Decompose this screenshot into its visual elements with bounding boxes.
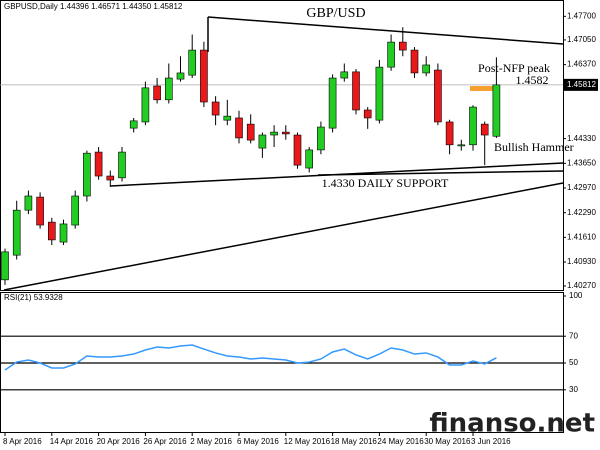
- y-tick-label: 50: [569, 358, 578, 367]
- x-tick-label: 12 May 2016: [284, 437, 331, 446]
- candle-body: [141, 87, 150, 123]
- candle-body: [363, 109, 372, 119]
- x-tick-label: 3 Jun 2016: [471, 437, 511, 446]
- candle-body: [165, 77, 173, 101]
- peak-marker: [470, 86, 494, 91]
- candle-body: [223, 115, 232, 121]
- candle-body: [445, 121, 454, 146]
- candle-body: [480, 123, 489, 136]
- x-tick-label: 20 Apr 2016: [97, 437, 141, 446]
- candle-body: [422, 64, 431, 74]
- header: GBPUSD,Daily 1.44396 1.46571 1.44350 1.4…: [4, 2, 183, 11]
- candle-body: [211, 101, 220, 116]
- candle-body: [293, 134, 302, 166]
- candle-body: [83, 152, 91, 197]
- x-tick-label: 24 May 2016: [377, 437, 424, 446]
- y-tick-label: 1.40270: [567, 281, 596, 290]
- x-tick-label: 6 May 2016: [237, 437, 279, 446]
- candle-body: [270, 131, 278, 136]
- x-tick-label: 30 May 2016: [424, 437, 471, 446]
- watermark: finanso.net: [429, 409, 595, 439]
- candle-body: [492, 84, 501, 137]
- candle-body: [457, 144, 466, 147]
- candle-body: [47, 221, 56, 241]
- candle-body: [340, 71, 349, 79]
- y-tick-label: 70: [569, 331, 578, 340]
- candle-body: [375, 66, 384, 121]
- candle-body: [12, 209, 21, 256]
- y-tick-label: 1.42290: [567, 208, 596, 217]
- candle-body: [118, 151, 126, 179]
- annotation: Post-NFP peak: [478, 61, 550, 75]
- candle-body: [328, 77, 337, 129]
- candle-body: [129, 120, 138, 129]
- x-tick-label: 18 May 2016: [331, 437, 378, 446]
- trend-line: [3, 182, 564, 291]
- candle-body: [153, 85, 161, 101]
- trend-line: [207, 16, 564, 45]
- candle-body: [398, 41, 407, 51]
- candle-body: [434, 69, 442, 123]
- candle-body: [281, 131, 290, 135]
- candle-body: [305, 149, 314, 169]
- candle-body: [176, 72, 185, 80]
- y-tick-label: 1.43650: [567, 158, 596, 167]
- y-tick-label: 1.42970: [567, 183, 596, 192]
- candle-body: [317, 126, 325, 151]
- candle-body: [71, 195, 79, 226]
- y-tick-label: 100: [569, 291, 583, 300]
- trend-line: [317, 170, 564, 176]
- candle-body: [235, 117, 243, 139]
- y-tick-label: 1.40930: [567, 257, 596, 266]
- last-price-box: [564, 78, 598, 91]
- y-tick-label: 1.41610: [567, 232, 596, 241]
- candle-body: [24, 195, 33, 211]
- y-tick-label: 1.47700: [567, 11, 596, 20]
- annotation: Bullish Hammer: [494, 140, 574, 154]
- price-panel-frame: [0, 0, 564, 291]
- candle-body: [387, 41, 395, 68]
- y-tick-label: 30: [569, 385, 578, 394]
- candle-body: [1, 251, 9, 281]
- rsi-line: [4, 344, 497, 371]
- annotation: 1.4582: [516, 73, 549, 87]
- candle-body: [410, 49, 419, 74]
- y-tick-label: 1.47050: [567, 35, 596, 44]
- candle-body: [200, 49, 208, 103]
- annotation: 1.4330 DAILY SUPPORT: [322, 176, 449, 190]
- x-tick-label: 26 Apr 2016: [143, 437, 187, 446]
- candle-body: [94, 151, 103, 177]
- candle-body: [469, 106, 477, 146]
- y-tick-label: 1.46370: [567, 60, 596, 69]
- x-tick-label: 14 Apr 2016: [50, 437, 94, 446]
- x-tick-label: 2 May 2016: [190, 437, 232, 446]
- candle-body: [352, 71, 360, 111]
- y-tick-label: 1.44330: [567, 134, 596, 143]
- candle-body: [246, 123, 255, 141]
- candle-body: [258, 134, 267, 149]
- candle-body: [59, 223, 68, 243]
- rsi-title: RSI(21) 53.9328: [4, 293, 63, 302]
- candle-body: [188, 49, 196, 76]
- candle-body: [36, 196, 44, 226]
- plot: 1.47700 1.47050 1.46370 1.44330 1.43650 1.429…: [0, 11, 598, 446]
- chart-title: GBP/USD: [306, 6, 365, 21]
- candle-body: [106, 175, 115, 181]
- x-tick-label: 8 Apr 2016: [3, 437, 42, 446]
- last-price-label: 1.45812: [567, 80, 596, 89]
